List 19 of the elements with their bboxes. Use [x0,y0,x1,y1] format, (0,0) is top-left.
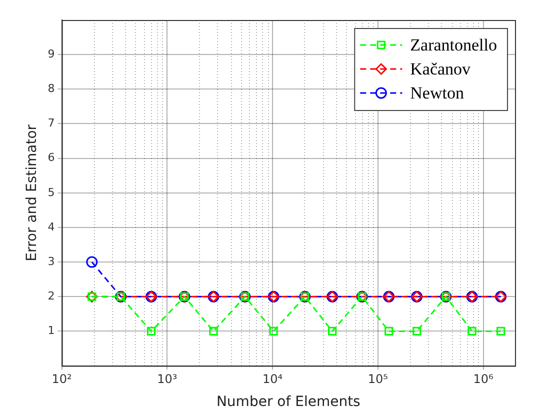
x-tick-label: 10² [52,372,72,386]
x-tick-label: 10⁴ [262,372,283,386]
y-tick-label: 2 [48,290,55,302]
x-tick-label: 10⁶ [473,372,494,386]
y-tick-label: 6 [48,151,55,164]
legend-label: Kačanov [410,59,472,78]
y-tick-label: 1 [48,324,55,338]
legend-label: Newton [410,83,464,102]
x-axis-title: Number of Elements [216,394,360,410]
y-axis-title: Error and Estimator [24,124,40,262]
legend-label: Zarantonello [410,35,498,54]
y-tick-label: 4 [48,220,55,234]
y-tick-label: 9 [48,47,55,60]
y-tick-label: 7 [48,116,55,130]
y-tick-label: 5 [48,186,55,199]
y-tick-label: 8 [48,82,55,96]
y-tick-label: 3 [48,254,55,268]
x-tick-label: 10³ [157,372,178,386]
x-tick-label: 10⁵ [368,372,388,386]
